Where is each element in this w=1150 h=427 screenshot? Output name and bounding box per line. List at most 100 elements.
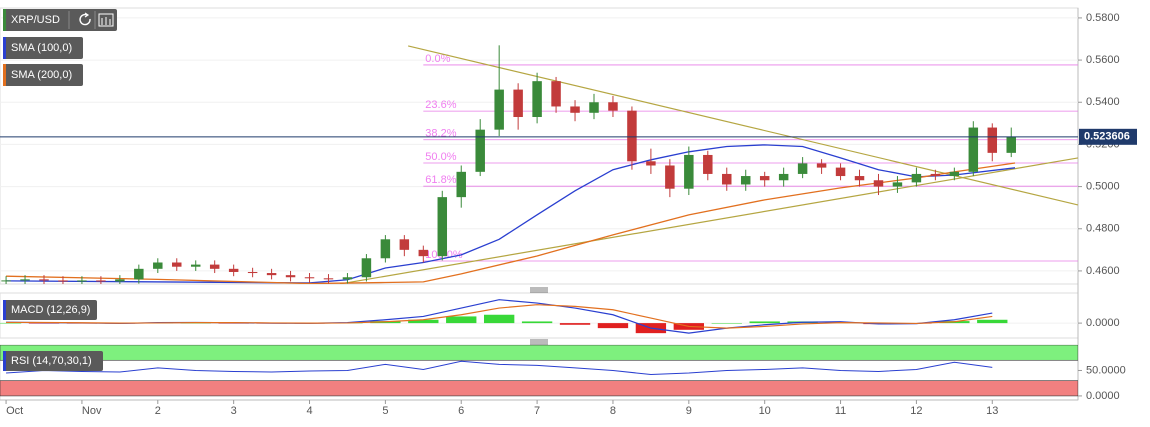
candle-body (778, 173, 789, 181)
candle-body (873, 180, 884, 187)
y-tick-label: 0.4600 (1086, 265, 1120, 277)
candle-body (304, 277, 315, 279)
candle-body (437, 197, 448, 257)
main-plot: 0.0%23.6%38.2%50.0%61.8%100.0% (0, 17, 1078, 284)
candle-body (684, 154, 694, 189)
symbol-name: XRP/USD (11, 14, 60, 26)
x-tick-label: 5 (382, 405, 388, 417)
candle-body (513, 89, 523, 118)
candle-body (816, 163, 827, 168)
candle-body (968, 127, 979, 172)
macd-panel (0, 292, 1079, 339)
candle-body (285, 275, 296, 278)
macd-histogram-bar (484, 314, 515, 324)
x-tick-label: 3 (231, 405, 237, 417)
refresh-icon[interactable] (79, 13, 91, 26)
rsi-plot (0, 345, 1078, 397)
candle-body (228, 268, 239, 272)
x-tick-label: 9 (686, 405, 692, 417)
legend-swatch (3, 64, 6, 86)
candle-body (759, 176, 770, 181)
symbol-legend[interactable]: XRP/USD (3, 9, 117, 31)
candle-body (589, 102, 599, 113)
candle-body (418, 249, 429, 257)
divider-handle (530, 287, 548, 345)
macd-histogram-bar (28, 323, 60, 324)
candle-body (342, 277, 353, 280)
macd-histogram-bar (597, 323, 629, 329)
candle-body (475, 129, 485, 172)
axes: 0.46000.48000.50000.52000.54000.56000.58… (5, 12, 1137, 417)
y-tick-label: 0.5800 (1086, 12, 1120, 24)
trendline (339, 157, 1078, 284)
candle-body (608, 102, 618, 111)
macd-line (6, 304, 993, 329)
candle-body (854, 176, 865, 181)
candle-body (77, 280, 87, 282)
candle-body (172, 262, 182, 267)
y-tick-label: 0.4800 (1086, 223, 1120, 235)
x-tick-label: Oct (6, 405, 23, 417)
rsi-legend[interactable]: RSI (14,70,30,1) (3, 351, 103, 371)
candle-body (456, 171, 466, 198)
candle-body (665, 165, 675, 189)
fib-label: 61.8% (425, 174, 456, 186)
macd-histogram-bar (0, 322, 22, 324)
candle-body (911, 173, 922, 183)
candle-body (1006, 136, 1016, 153)
fib-label: 0.0% (425, 53, 450, 65)
candle-body (551, 81, 561, 107)
last-price-box (1079, 128, 1137, 145)
candle-body (58, 280, 68, 282)
candle-body (930, 173, 941, 177)
x-tick-label: 10 (759, 405, 771, 417)
fib-label: 50.0% (425, 151, 456, 163)
macd-legend[interactable]: MACD (12,26,9) (3, 300, 97, 320)
candle-body (532, 81, 542, 118)
candle-body (247, 271, 258, 274)
y-tick-label: 0.0000 (1086, 390, 1120, 402)
sma-line (6, 162, 1016, 284)
candle-body (266, 273, 277, 276)
rsi-title: RSI (14,70,30,1) (11, 355, 92, 367)
x-tick-label: 7 (534, 405, 540, 417)
candle-body (134, 268, 144, 280)
candle-body (361, 258, 372, 278)
sma200-legend[interactable]: SMA (200,0) (3, 64, 83, 86)
candle-body (627, 110, 637, 162)
blank-box (10, 237, 130, 265)
candle-body (949, 171, 960, 177)
macd-plot (0, 299, 1078, 334)
x-tick-label: 6 (458, 405, 464, 417)
x-tick-label: 2 (155, 405, 161, 417)
y-tick-label: 0.0000 (1086, 317, 1120, 329)
y-tick-label: 50.0000 (1086, 364, 1126, 376)
x-tick-label: Nov (82, 405, 102, 417)
legend-label: SMA (200,0) (11, 69, 72, 81)
macd-histogram-bar (521, 321, 553, 324)
candle-body (722, 173, 732, 185)
y-tick-label: 0.5600 (1086, 54, 1120, 66)
candle-body (797, 163, 808, 174)
macd-histogram-bar (749, 321, 780, 324)
candle-body (646, 161, 656, 166)
last-price-label: 0.523606 (1084, 131, 1130, 143)
macd-title: MACD (12,26,9) (11, 304, 90, 316)
bars-icon[interactable] (98, 13, 114, 27)
fib-label: 38.2% (425, 128, 456, 140)
macd-histogram-bar (977, 319, 1008, 324)
candle-body (190, 264, 201, 267)
candle-body (323, 278, 334, 280)
sma100-legend[interactable]: SMA (100,0) (3, 37, 83, 59)
rsi-line (6, 360, 993, 376)
candle-body (835, 167, 846, 177)
candle-body (209, 264, 220, 269)
candle-body (380, 239, 391, 259)
y-tick-label: 0.5400 (1086, 96, 1120, 108)
candle-body (703, 154, 713, 174)
candle-body (987, 127, 998, 153)
candle-body (740, 176, 751, 185)
legend-swatch (3, 37, 6, 59)
candle-body (570, 106, 580, 113)
